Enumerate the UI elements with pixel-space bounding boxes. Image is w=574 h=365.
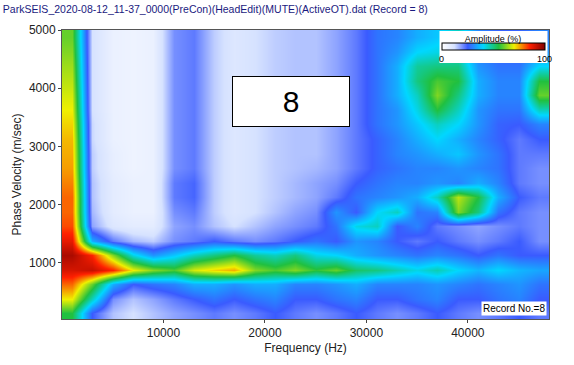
svg-text:Record No.=8: Record No.=8 [483, 303, 545, 314]
svg-text:100: 100 [537, 54, 552, 64]
svg-text:Phase Velocity (m/sec): Phase Velocity (m/sec) [10, 113, 24, 235]
svg-text:30000: 30000 [350, 326, 384, 340]
svg-text:Amplitude (%): Amplitude (%) [465, 34, 522, 44]
svg-text:4000: 4000 [29, 81, 56, 95]
svg-text:5000: 5000 [29, 23, 56, 37]
svg-text:1000: 1000 [29, 256, 56, 270]
svg-text:40000: 40000 [451, 326, 485, 340]
svg-text:ParkSEIS_2020-08-12_11-37_0000: ParkSEIS_2020-08-12_11-37_0000(PreCon)(H… [3, 3, 428, 15]
svg-text:2000: 2000 [29, 198, 56, 212]
svg-text:3000: 3000 [29, 140, 56, 154]
svg-text:Frequency (Hz): Frequency (Hz) [264, 341, 347, 355]
svg-text:8: 8 [283, 85, 300, 118]
svg-text:10000: 10000 [147, 326, 181, 340]
svg-text:0: 0 [439, 54, 444, 64]
svg-text:20000: 20000 [248, 326, 282, 340]
